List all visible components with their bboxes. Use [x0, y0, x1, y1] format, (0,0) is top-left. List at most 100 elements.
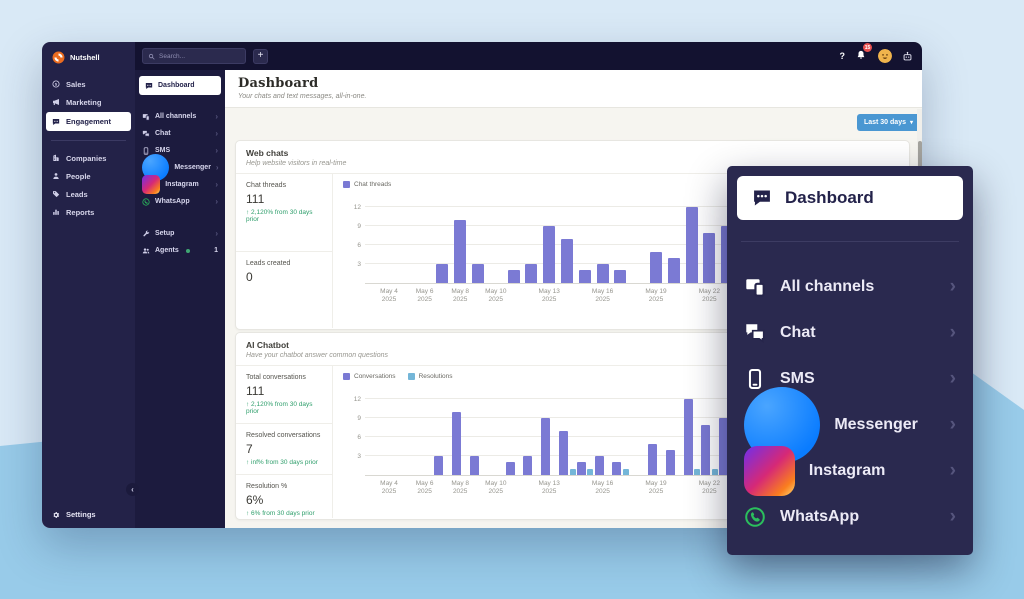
subnav-item-dashboard[interactable]: Dashboard	[139, 76, 221, 95]
scrollbar-thumb[interactable]	[918, 141, 922, 177]
stat-value: 7	[246, 442, 253, 456]
sidebar-item-reports[interactable]: Reports	[46, 204, 131, 220]
sidebar-item-marketing[interactable]: Marketing	[46, 94, 131, 110]
bell-icon	[856, 50, 866, 60]
add-button[interactable]: +	[253, 48, 268, 64]
stat-value: 6%	[246, 493, 264, 507]
search-input[interactable]: Search...	[142, 48, 246, 64]
legend-swatch	[343, 373, 350, 380]
subnav-item-sms[interactable]: SMS ›	[135, 142, 225, 159]
subnav-item-instagram[interactable]: Instagram ›	[135, 175, 225, 194]
whatsapp-icon	[142, 197, 150, 206]
instagram-icon	[142, 175, 161, 194]
overlay-item-chat[interactable]: Chat ›	[737, 310, 963, 356]
chart-bar	[507, 270, 520, 283]
stat-block: Chat threads 111 ↑ 2,120% from 30 days pri…	[236, 174, 332, 251]
overlay-active-label: Dashboard	[785, 188, 874, 207]
nutshell-logo-icon	[52, 51, 65, 64]
y-axis-tick-label: 3	[357, 261, 361, 269]
chart-bar	[683, 399, 693, 475]
bar-chart-icon	[52, 208, 60, 216]
subnav-item-label: Messenger	[174, 164, 211, 171]
page-title: Dashboard	[238, 76, 319, 91]
chevron-right-icon: ›	[215, 146, 218, 155]
legend-item: Conversations	[343, 373, 396, 380]
brand[interactable]: Nutshell	[42, 42, 135, 74]
sidebar-item-leads[interactable]: Leads	[46, 186, 131, 202]
gridline	[365, 417, 903, 419]
overlay-item-instagram[interactable]: Instagram ›	[737, 445, 963, 497]
chart-bar	[561, 238, 573, 283]
chart-bar	[711, 468, 718, 475]
search-icon	[148, 53, 155, 60]
card-header: AI Chatbot Have your chatbot answer commo…	[236, 333, 909, 366]
notifications-button[interactable]: 15	[856, 43, 872, 65]
building-icon	[52, 154, 60, 162]
card-header: Web chats Help website visitors in real-t…	[236, 141, 909, 174]
stats-column: Chat threads 111 ↑ 2,120% from 30 days pri…	[236, 174, 333, 328]
phone-icon	[142, 146, 150, 155]
sidebar-item-companies[interactable]: Companies	[46, 150, 131, 166]
sidebar-collapse-button[interactable]: ‹	[126, 483, 139, 496]
sidebar-item-label: Reports	[66, 207, 95, 217]
x-axis-tick-label: May 19 2025	[645, 480, 667, 496]
secondary-sidebar: Dashboard All channels › Chat › SMS › Messenge…	[135, 70, 225, 528]
x-axis-tick-label: May 4 2025	[380, 288, 398, 304]
chart-bar	[578, 270, 591, 283]
chart-bar	[505, 462, 515, 475]
bot-icon[interactable]	[902, 51, 913, 62]
chart-bar	[576, 462, 586, 475]
stat-delta: ↑ 2,120% from 30 days prior	[246, 401, 313, 415]
legend-swatch	[343, 181, 350, 188]
stats-column: Total conversations 111 ↑ 2,120% from 30 d…	[236, 366, 333, 518]
chart-bar	[648, 443, 657, 475]
x-axis-tick-label: May 8 2025	[451, 288, 470, 304]
avatar[interactable]	[878, 49, 892, 63]
chart-bar	[685, 207, 698, 283]
help-button[interactable]: ?	[839, 51, 846, 61]
gridline	[365, 244, 903, 246]
stat-label: Leads created	[246, 259, 291, 267]
subnav-item-messenger[interactable]: Messenger ›	[135, 153, 225, 182]
subnav-item-whatsapp[interactable]: WhatsApp ›	[135, 193, 225, 210]
chart-bar	[452, 412, 462, 475]
overlay-item-sms[interactable]: SMS ›	[737, 356, 963, 402]
topbar: Search... + ? 15	[135, 42, 922, 70]
devices-icon	[744, 276, 766, 298]
overlay-item-messenger[interactable]: Messenger ›	[737, 386, 963, 464]
subnav-item-all-channels[interactable]: All channels ›	[135, 108, 225, 125]
phone-icon	[744, 368, 766, 390]
instagram-icon	[744, 445, 795, 497]
subnav-item-agents[interactable]: Agents 1	[135, 242, 225, 259]
stat-delta: ↑ 2,120% from 30 days prior	[246, 209, 313, 223]
notification-badge: 15	[863, 43, 872, 52]
chart-bar	[559, 430, 568, 475]
sidebar-item-people[interactable]: People	[46, 168, 131, 184]
page-subtitle: Your chats and text messages, all-in-one…	[238, 93, 367, 100]
subnav-item-chat[interactable]: Chat ›	[135, 125, 225, 142]
y-axis-tick-label: 9	[357, 415, 361, 423]
chart-bar	[523, 456, 533, 475]
card-subtitle: Have your chatbot answer common question…	[246, 352, 389, 359]
sidebar-item-settings[interactable]: Settings	[52, 510, 96, 519]
chart-bar	[525, 264, 538, 283]
agents-icon	[142, 247, 150, 255]
chat-dots-icon	[145, 82, 153, 90]
subnav-channels: All channels › Chat › SMS › Messenger › Instagra…	[135, 108, 225, 210]
x-axis-tick-label: May 6 2025	[415, 480, 434, 496]
subnav-item-label: Setup	[155, 230, 175, 237]
chevron-right-icon: ›	[215, 163, 219, 172]
date-filter-button[interactable]: Last 30 days ▾	[856, 114, 920, 131]
legend-item: Chat threads	[343, 181, 391, 188]
overlay-item-all-channels[interactable]: All channels ›	[737, 264, 963, 310]
tag-icon	[52, 190, 60, 198]
sidebar-item-engagement[interactable]: Engagement	[46, 112, 131, 131]
overlay-item-dashboard[interactable]: Dashboard	[737, 176, 963, 220]
card-title: AI Chatbot	[246, 340, 289, 350]
sidebar-item-sales[interactable]: $ Sales	[46, 76, 131, 92]
stat-block: Resolved conversations 7 ↑ inf% from 30 da…	[236, 423, 332, 474]
overlay-item-whatsapp[interactable]: WhatsApp ›	[737, 494, 963, 540]
y-axis-tick-label: 12	[353, 396, 361, 404]
subnav-item-setup[interactable]: Setup ›	[135, 225, 225, 242]
chevron-right-icon: ›	[215, 129, 218, 138]
